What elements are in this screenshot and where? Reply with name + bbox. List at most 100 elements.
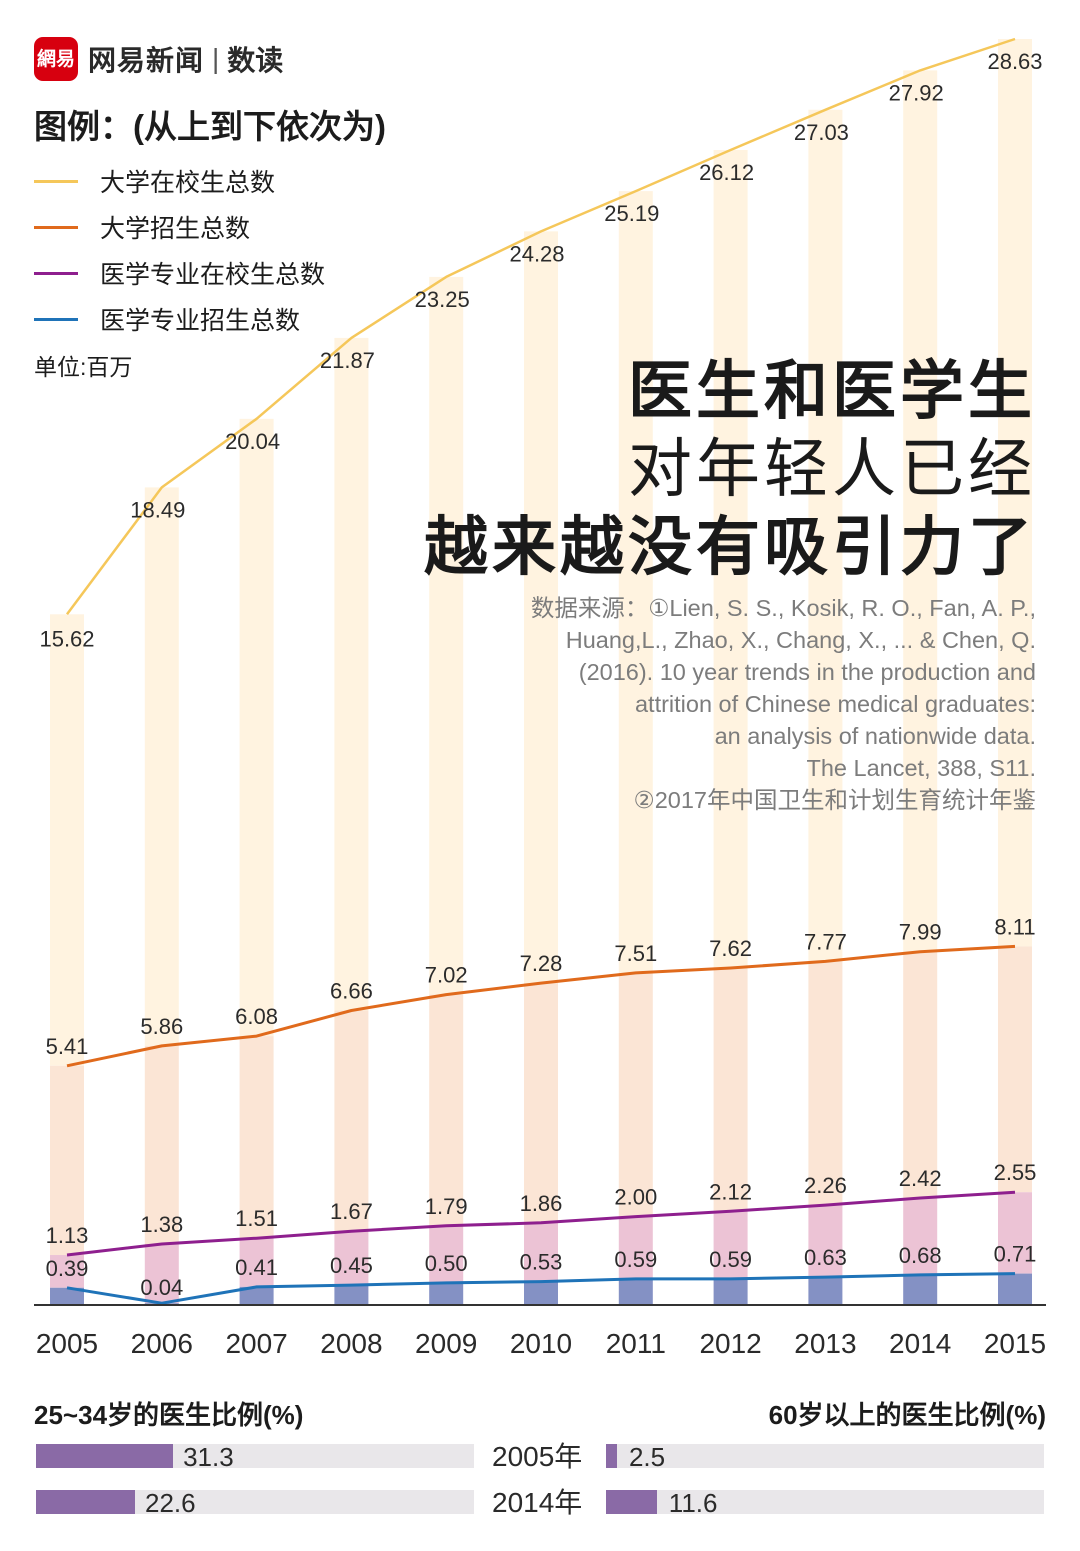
young-ratio-track bbox=[36, 1444, 474, 1468]
column-segment bbox=[808, 1277, 843, 1305]
data-source: 数据来源：①Lien, S. S., Kosik, R. O., Fan, A.… bbox=[416, 592, 1036, 816]
series-line bbox=[65, 37, 1016, 616]
column-segment bbox=[524, 1222, 558, 1282]
data-label: 6.08 bbox=[235, 1004, 278, 1029]
data-label: 0.68 bbox=[899, 1243, 942, 1268]
column-segment bbox=[903, 70, 938, 952]
x-tick-label: 2014 bbox=[889, 1328, 951, 1359]
column-segment bbox=[334, 1010, 369, 1232]
young-ratio-bar bbox=[36, 1444, 174, 1468]
data-label: 20.04 bbox=[225, 429, 280, 454]
x-tick-label: 2013 bbox=[794, 1328, 856, 1359]
brand-separator: | bbox=[212, 43, 220, 74]
data-label: 21.87 bbox=[320, 348, 375, 373]
data-label: 0.59 bbox=[709, 1247, 752, 1272]
column-segment bbox=[239, 1286, 274, 1305]
column-segment bbox=[713, 1278, 748, 1305]
source-line: 数据来源：①Lien, S. S., Kosik, R. O., Fan, A.… bbox=[530, 595, 1036, 621]
legend: 图例：(从上到下依次为) 大学在校生总数 大学招生总数 医学专业在校生总数 医学专业招… bbox=[34, 100, 386, 382]
column-segment bbox=[50, 614, 84, 1066]
column-segment bbox=[429, 994, 464, 1226]
column-segment bbox=[998, 1273, 1032, 1305]
column-segment bbox=[50, 1065, 84, 1256]
data-labels: 15.62 18.49 20.04 21.87 23.25 24.28 25.19 26.12… bbox=[39, 49, 1042, 1300]
source-line: The Lancet, 388, S11. bbox=[806, 755, 1036, 781]
data-label: 2.00 bbox=[614, 1185, 657, 1210]
column-segment bbox=[903, 1274, 938, 1305]
column-segment bbox=[429, 1225, 464, 1283]
data-label: 1.86 bbox=[520, 1191, 563, 1216]
data-label: 7.77 bbox=[804, 929, 847, 954]
data-label: 2.12 bbox=[709, 1179, 752, 1204]
column-segment bbox=[524, 1281, 558, 1305]
data-label: 24.28 bbox=[509, 241, 564, 266]
data-label: 27.92 bbox=[889, 80, 944, 105]
legend-label: 医学专业招生总数 bbox=[100, 307, 301, 335]
series-line bbox=[66, 1272, 1016, 1305]
column-segment bbox=[998, 39, 1032, 947]
column-segment bbox=[429, 1282, 464, 1305]
column-segment bbox=[903, 951, 938, 1198]
data-label: 1.13 bbox=[46, 1223, 89, 1248]
column-segment bbox=[998, 946, 1032, 1193]
column-segment bbox=[50, 1287, 84, 1305]
legend-swatch bbox=[34, 179, 78, 183]
data-label: 5.86 bbox=[140, 1014, 183, 1039]
legend-swatch bbox=[34, 271, 78, 275]
x-tick-label: 2009 bbox=[415, 1328, 477, 1359]
data-label: 23.25 bbox=[415, 287, 470, 312]
headline: 医生和医学生 对年轻人已经 越来越没有吸引力了 bbox=[424, 352, 1036, 586]
series-lines bbox=[65, 37, 1016, 1305]
data-label: 18.49 bbox=[130, 497, 185, 522]
column-segment bbox=[524, 231, 558, 984]
legend-label: 医学专业在校生总数 bbox=[100, 261, 326, 289]
headline-line-3: 越来越没有吸引力了 bbox=[424, 511, 1036, 583]
data-label: 0.53 bbox=[520, 1250, 563, 1275]
old-ratio-bar bbox=[606, 1444, 617, 1468]
column-segment bbox=[524, 983, 558, 1223]
brand: 網易 网易新闻 | 数读 bbox=[34, 37, 283, 81]
old-ratio-track bbox=[606, 1490, 1044, 1514]
unit-label: 单位:百万 bbox=[34, 354, 133, 380]
young-doctor-ratio-title: 25~34岁的医生比例(%) bbox=[34, 1400, 304, 1430]
data-label: 2.42 bbox=[899, 1166, 942, 1191]
data-label: 27.03 bbox=[794, 120, 849, 145]
x-tick-label: 2006 bbox=[131, 1328, 193, 1359]
young-ratio-bar bbox=[36, 1490, 135, 1514]
legend-swatch bbox=[34, 317, 78, 321]
column-segment bbox=[239, 1238, 274, 1287]
source-line: an analysis of nationwide data. bbox=[714, 723, 1036, 749]
column-segment bbox=[239, 1036, 274, 1239]
column-segment bbox=[334, 1285, 369, 1305]
series-line bbox=[66, 944, 1016, 1068]
data-label: 0.71 bbox=[994, 1242, 1037, 1267]
source-line: Huang,L., Zhao, X., Chang, X., ... & Che… bbox=[565, 627, 1036, 653]
column-segment bbox=[808, 109, 843, 962]
x-tick-labels: 2005 2006 2007 2008 2009 2010 2011 2012 2013 2014… bbox=[36, 1328, 1046, 1359]
data-label: 5.41 bbox=[46, 1034, 89, 1059]
series-line bbox=[66, 1190, 1016, 1257]
column-segment bbox=[334, 337, 369, 1011]
old-ratio-value: 2.5 bbox=[628, 1442, 666, 1472]
x-tick-label: 2007 bbox=[225, 1328, 287, 1359]
data-label: 0.41 bbox=[235, 1255, 278, 1280]
data-label: 0.50 bbox=[425, 1251, 468, 1276]
legend-swatch bbox=[34, 225, 78, 229]
column-segment bbox=[618, 1278, 653, 1305]
data-label: 1.38 bbox=[140, 1212, 183, 1237]
headline-line-2: 对年轻人已经 bbox=[628, 433, 1036, 505]
young-ratio-value: 31.3 bbox=[183, 1442, 234, 1472]
data-label: 0.59 bbox=[614, 1247, 657, 1272]
column-segment bbox=[618, 191, 653, 973]
source-line: ②2017年中国卫生和计划生育统计年鉴 bbox=[633, 787, 1036, 813]
data-label: 8.11 bbox=[994, 914, 1035, 939]
legend-label: 大学在校生总数 bbox=[100, 169, 276, 197]
x-tick-label: 2005 bbox=[36, 1328, 98, 1359]
column-segment bbox=[713, 1211, 748, 1279]
column-segment bbox=[144, 1045, 179, 1244]
headline-line-1: 医生和医学生 bbox=[628, 355, 1036, 427]
data-label: 26.12 bbox=[699, 160, 754, 185]
data-label: 7.62 bbox=[709, 936, 752, 961]
column-segment bbox=[334, 1231, 369, 1286]
